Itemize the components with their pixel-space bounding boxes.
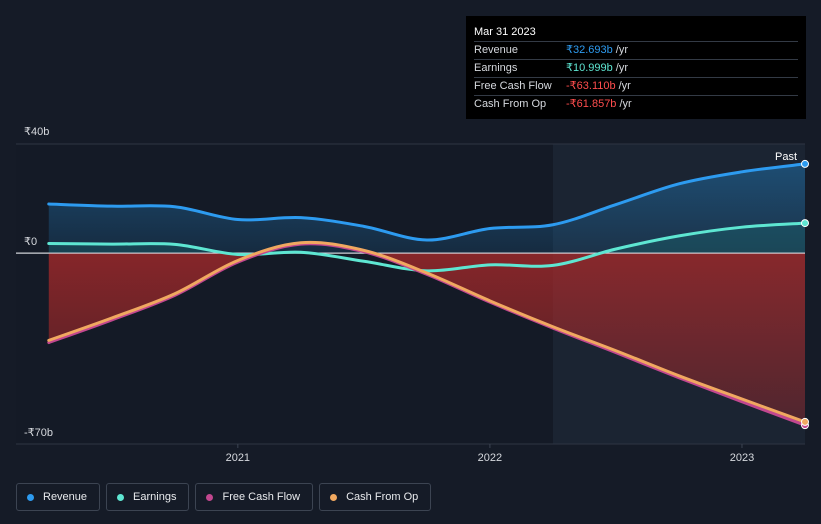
chart-legend: Revenue Earnings Free Cash Flow Cash Fro… [16, 483, 432, 511]
legend-dot-icon [330, 493, 338, 501]
earnings-line [47, 221, 807, 273]
y-tick-label: ₹40b [24, 126, 49, 138]
legend-label: Earnings [133, 491, 177, 503]
cash-from-op-line [47, 240, 807, 424]
x-tick-label: 2023 [730, 452, 754, 464]
tooltip-unit: /yr [618, 80, 631, 92]
legend-label: Revenue [43, 491, 88, 503]
tooltip-unit: /yr [615, 62, 628, 74]
tooltip-label: Revenue [474, 44, 519, 56]
past-label: Past [775, 151, 797, 163]
legend-label: Free Cash Flow [222, 491, 301, 503]
legend-item-earnings[interactable]: Earnings [106, 483, 190, 511]
tooltip-date: Mar 31 2023 [474, 26, 536, 38]
legend-item-cash-from-op[interactable]: Cash From Op [319, 483, 432, 511]
tooltip-value: -₹61.857b [566, 98, 617, 110]
tooltip-value: ₹10.999b [566, 62, 613, 74]
legend-item-revenue[interactable]: Revenue [16, 483, 101, 511]
tooltip-label: Cash From Op [474, 98, 547, 110]
x-tick-label: 2022 [478, 452, 502, 464]
revenue-area [48, 163, 805, 254]
y-tick-label: ₹0 [24, 236, 37, 248]
tooltip-label: Earnings [474, 62, 518, 74]
tooltip-value: ₹32.693b [566, 44, 613, 56]
cash-from-op-end-point [801, 417, 809, 426]
data-tooltip: Mar 31 2023 Revenue ₹32.693b /yr Earning… [466, 16, 806, 119]
x-tick-label: 2021 [226, 452, 250, 464]
free-cash-flow-area [48, 253, 805, 426]
revenue-end-point [801, 159, 809, 168]
tooltip-value: -₹63.110b [566, 80, 616, 92]
tooltip-unit: /yr [619, 98, 632, 110]
earnings-end-point [801, 219, 809, 228]
tooltip-row-earnings: Earnings ₹10.999b /yr [474, 59, 798, 77]
tooltip-row-revenue: Revenue ₹32.693b /yr [474, 41, 798, 59]
y-tick-label: -₹70b [24, 427, 53, 439]
tooltip-unit: /yr [615, 44, 628, 56]
tooltip-label: Free Cash Flow [474, 80, 552, 92]
legend-dot-icon [27, 493, 34, 501]
earnings-area [48, 223, 805, 254]
legend-dot-icon [117, 493, 125, 501]
tooltip-row-cash-from-op: Cash From Op -₹61.857b /yr [474, 95, 798, 113]
revenue-line [47, 162, 807, 242]
legend-item-free-cash-flow[interactable]: Free Cash Flow [195, 483, 314, 511]
tooltip-row-free-cash-flow: Free Cash Flow -₹63.110b /yr [474, 77, 798, 95]
legend-label: Cash From Op [346, 491, 419, 503]
legend-dot-icon [206, 493, 214, 501]
